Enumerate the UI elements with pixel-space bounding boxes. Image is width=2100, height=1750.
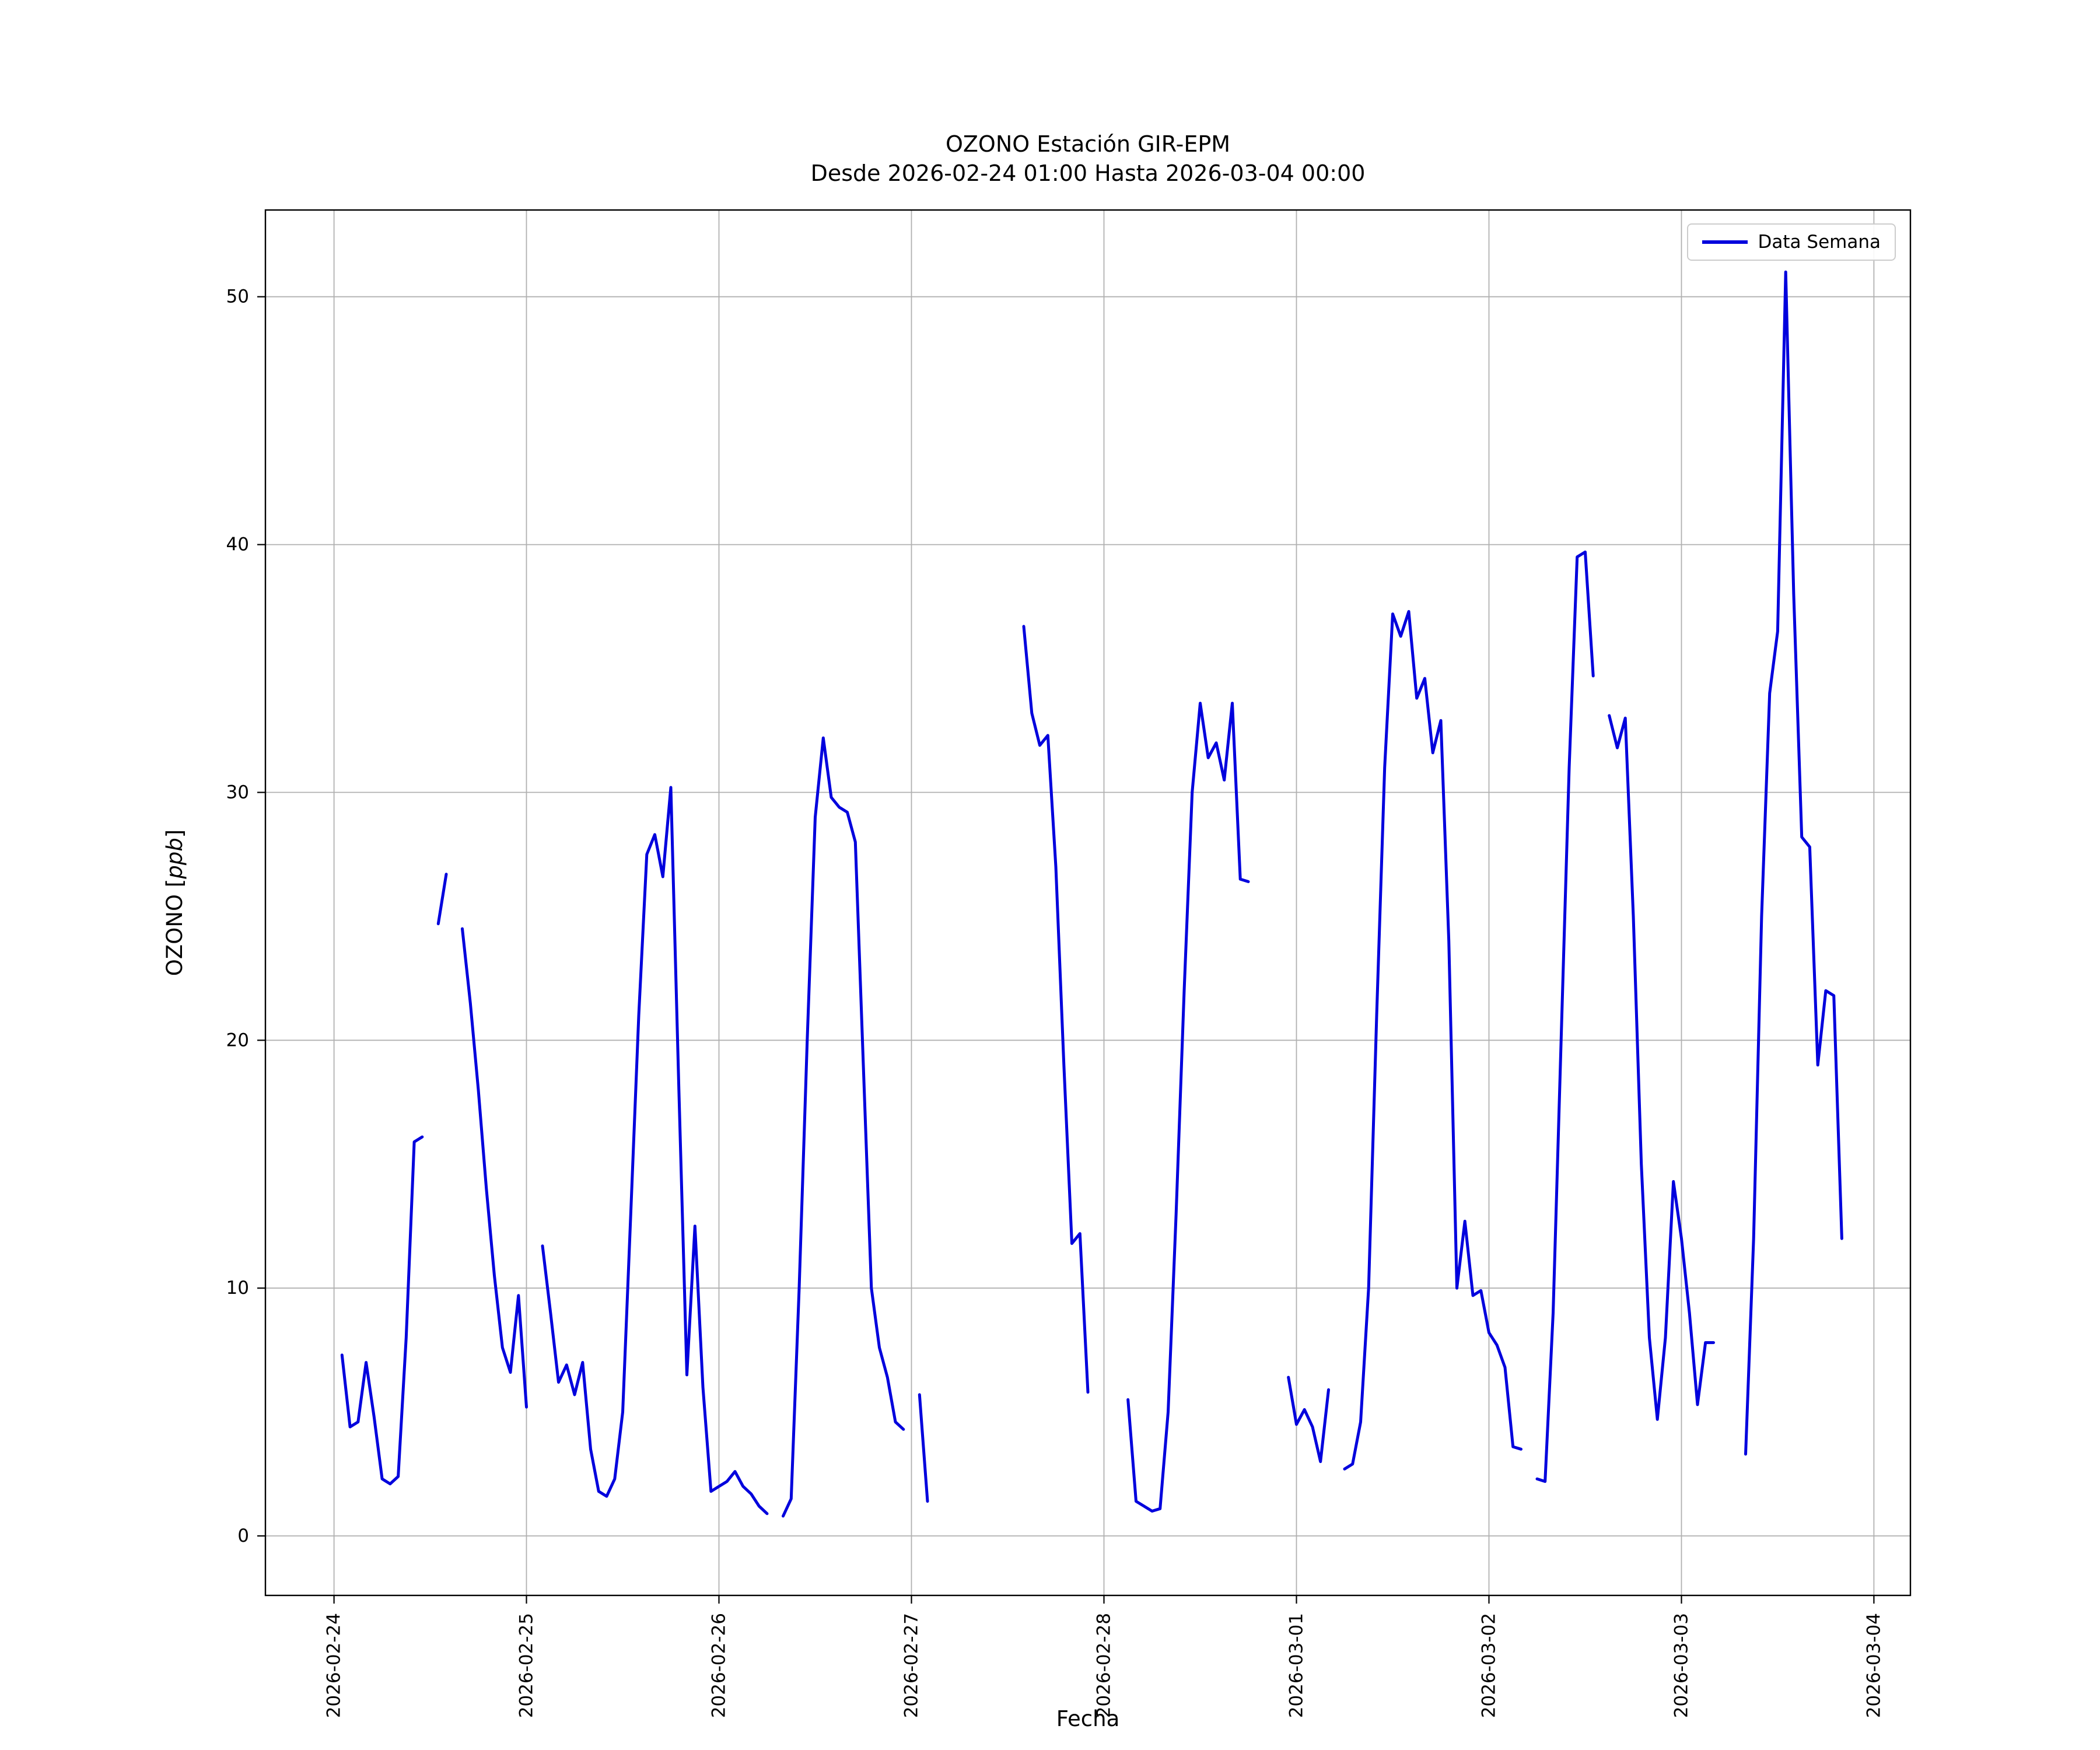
svg-text:2026-03-03: 2026-03-03: [1671, 1613, 1692, 1718]
legend: Data Semana: [1686, 223, 1896, 261]
svg-text:2026-02-27: 2026-02-27: [901, 1613, 922, 1718]
svg-text:2026-02-25: 2026-02-25: [516, 1613, 537, 1718]
svg-text:OZONO [ppb]: OZONO [ppb]: [162, 830, 187, 977]
legend-label: Data Semana: [1758, 232, 1881, 253]
chart-title-line1: OZONO Estación GIR-EPM: [945, 131, 1231, 157]
svg-text:2026-03-02: 2026-03-02: [1479, 1613, 1500, 1718]
legend-line-icon: [1702, 240, 1748, 244]
svg-text:10: 10: [226, 1278, 249, 1298]
svg-text:2026-02-26: 2026-02-26: [709, 1613, 730, 1718]
svg-text:40: 40: [226, 534, 249, 555]
chart-title-line2: Desde 2026-02-24 01:00 Hasta 2026-03-04 …: [810, 160, 1366, 187]
svg-text:2026-03-04: 2026-03-04: [1863, 1613, 1884, 1718]
svg-text:2026-03-01: 2026-03-01: [1286, 1613, 1307, 1718]
svg-text:2026-02-28: 2026-02-28: [1094, 1613, 1115, 1718]
x-axis-label: Fecha: [1056, 1706, 1120, 1731]
svg-text:50: 50: [226, 286, 249, 307]
svg-text:20: 20: [226, 1030, 249, 1051]
svg-text:0: 0: [237, 1525, 249, 1546]
svg-text:30: 30: [226, 782, 249, 803]
svg-text:2026-02-24: 2026-02-24: [324, 1613, 345, 1718]
chart-title: OZONO Estación GIR-EPM Desde 2026-02-24 …: [265, 130, 1910, 188]
